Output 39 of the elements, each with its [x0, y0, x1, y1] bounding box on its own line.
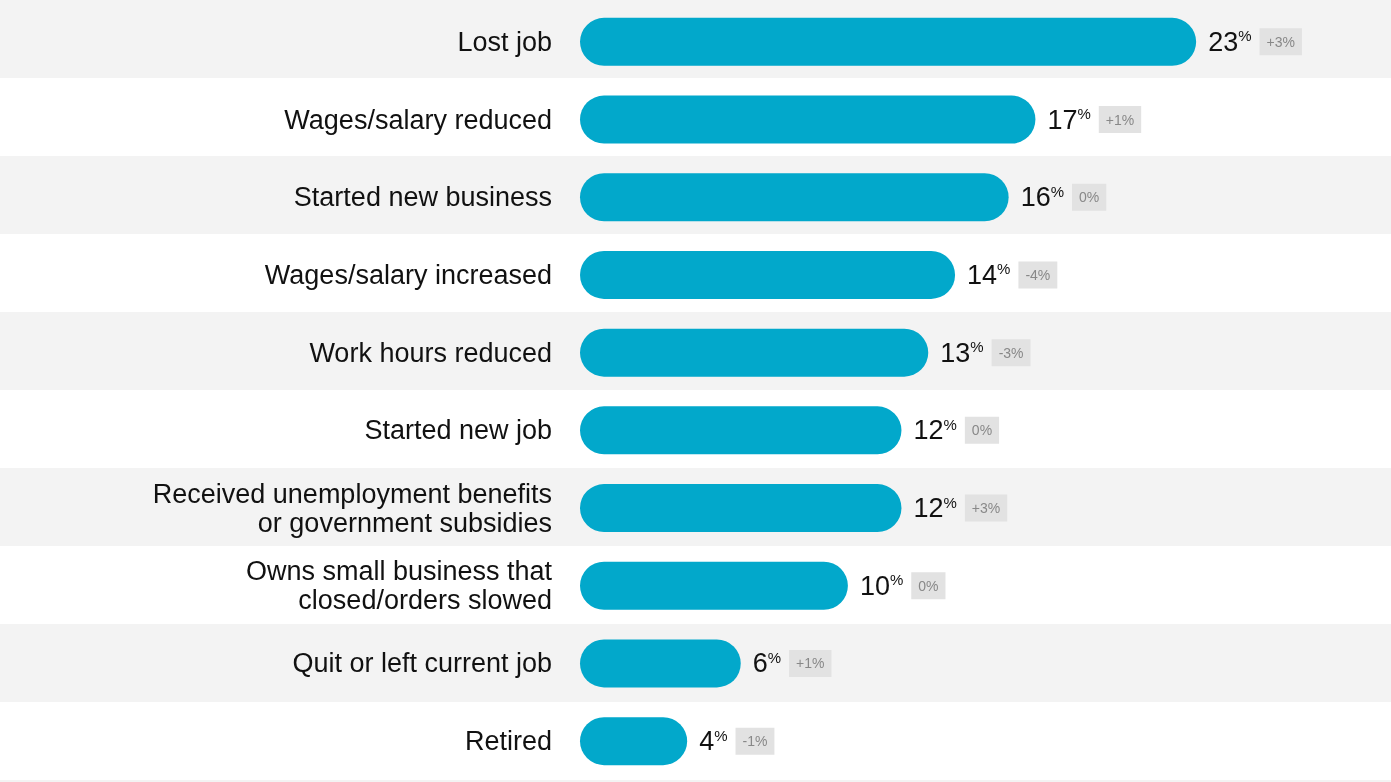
bar [580, 484, 902, 533]
y-tick-label: Work hours reduced [309, 337, 552, 368]
bar [580, 561, 848, 610]
annotation: 0% [971, 422, 993, 439]
annotation: 0% [1079, 189, 1100, 206]
bar [580, 173, 1009, 222]
data-label: 16% [1020, 182, 1064, 213]
bar [580, 17, 1197, 66]
y-tick-label: Wages/salary reduced [284, 104, 552, 135]
y-tick-label: Wages/salary increased [264, 259, 552, 290]
data-label: 14% [967, 259, 1011, 290]
annotation: +3% [971, 500, 1001, 517]
annotation: +1% [796, 655, 825, 672]
y-tick-label: Retired [464, 726, 552, 757]
data-label: 12% [913, 493, 957, 524]
data-label: 17% [1047, 104, 1091, 135]
annotation: 0% [918, 577, 939, 594]
bar [580, 406, 902, 455]
bar [580, 328, 929, 377]
y-tick-label: Received unemployment benefits or government subsidies [152, 478, 552, 538]
y-tick-label: Owns small business that closed/orders slowed [245, 556, 553, 616]
y-tick-label: Quit or left current job [292, 648, 552, 679]
annotation: +1% [1105, 111, 1135, 128]
y-tick-label: Started new job [364, 415, 552, 446]
bar [580, 250, 956, 299]
annotation: -4% [1025, 266, 1051, 283]
data-label: 12% [913, 415, 957, 446]
annotation: -1% [742, 733, 768, 750]
y-tick-label: Started new business [293, 182, 552, 213]
data-label: 6% [752, 648, 782, 679]
data-label: 13% [940, 337, 984, 368]
text: +3% [1266, 33, 1295, 50]
bar [580, 639, 741, 688]
y-tick-label: Lost job [457, 26, 552, 57]
data-label: 10% [859, 570, 904, 601]
bar [580, 95, 1036, 144]
data-label: 23% [1208, 26, 1252, 57]
annotation: -3% [998, 344, 1024, 361]
data-label: 4% [699, 726, 728, 757]
